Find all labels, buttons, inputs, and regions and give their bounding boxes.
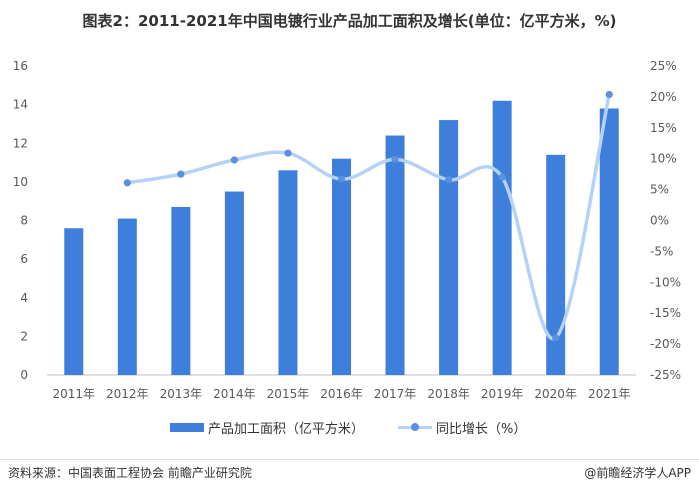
bar [171,206,191,375]
x-tick-label: 2018年 [427,387,470,401]
x-tick-label: 2016年 [320,387,363,401]
legend-item-line: 同比增长（%） [398,418,526,437]
chart-legend: 产品加工面积（亿平方米） 同比增长（%） [0,418,699,438]
growth-point [123,179,131,187]
growth-point [605,90,613,99]
x-tick-label: 2013年 [160,387,203,401]
legend-line-label: 同比增长（%） [436,422,527,437]
growth-point [552,334,560,342]
x-tick-label: 2017年 [374,387,417,401]
y-left-tick-label: 16 [13,59,28,73]
bar [385,135,405,375]
chart-title: 图表2：2011-2021年中国电镀行业产品加工面积及增长(单位：亿平方米，%) [82,12,617,30]
x-tick-label: 2012年 [106,387,149,401]
y-right-tick-label: -10% [650,275,681,289]
y-left-tick-label: 12 [13,136,28,150]
x-tick-label: 2019年 [481,387,524,401]
x-tick-label: 2015年 [267,387,310,401]
growth-point [230,156,239,164]
y-right-tick-label: -25% [650,368,681,382]
chart-canvas: 0 2 4 6 8 10 12 14 16 -25% -20% -15% -10% -5% 0% 5% 10% 1… [13,59,681,401]
y-right-tick-label: 25% [650,59,677,73]
x-tick-label: 2021年 [588,387,631,401]
y-right-tick-label: 0% [650,214,669,228]
y-right-tick-label: 15% [650,121,677,135]
y-right-tick-label: -5% [650,244,673,258]
y-left-tick-label: 10 [13,175,28,189]
y-left-tick-label: 6 [20,252,28,266]
bar [439,120,459,375]
growth-point [177,170,185,178]
growth-point [498,173,506,181]
y-left-tick-label: 14 [13,98,28,112]
bar [64,228,84,375]
x-tick-label: 2011年 [52,387,95,401]
y-right-tick-label: 10% [650,152,677,166]
growth-point [444,176,453,184]
growth-point [284,149,292,157]
bar [599,108,619,376]
footer: 资料来源：中国表面工程协会 前瞻产业研究院 @前瞻经济学人APP [0,459,699,492]
y-left-tick-label: 4 [20,291,28,305]
y-right-tick-label: 5% [650,183,669,197]
y-right-tick-label: 20% [650,90,677,104]
bar [278,170,298,375]
bar [546,154,566,375]
growth-point [391,155,399,163]
bar [492,100,512,375]
growth-line [125,92,611,341]
x-tick-label: 2014年 [213,387,256,401]
legend-item-bar: 产品加工面积（亿平方米） [170,418,364,437]
bar [117,218,137,375]
brand-text: @前瞻经济学人APP [584,466,691,480]
source-text: 资料来源：中国表面工程协会 前瞻产业研究院 [8,466,252,480]
growth-point [337,175,346,183]
legend-bar-swatch [170,423,204,432]
y-left-tick-label: 0 [20,368,28,382]
bar [224,191,244,375]
legend-bar-label: 产品加工面积（亿平方米） [208,422,365,437]
y-left-tick-label: 2 [20,329,28,343]
legend-line-swatch [398,423,432,432]
y-left-tick-label: 8 [20,214,28,228]
x-tick-label: 2020年 [534,387,577,401]
bar [332,158,351,375]
y-right-tick-label: -20% [650,337,681,351]
y-right-tick-label: -15% [650,306,681,320]
